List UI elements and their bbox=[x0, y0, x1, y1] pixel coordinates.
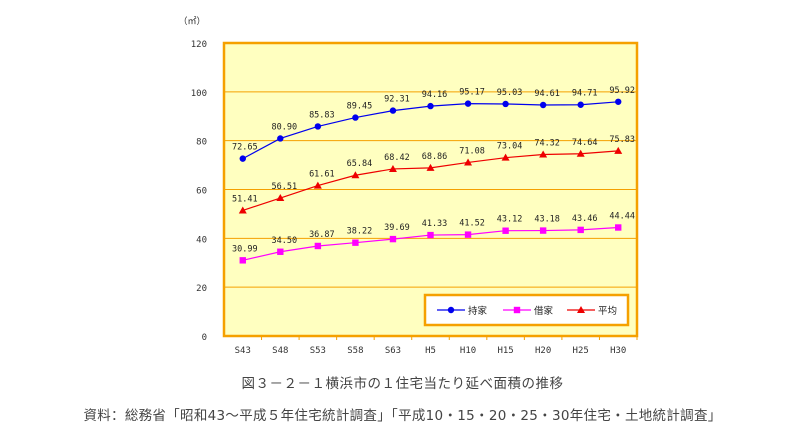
x-tick-label: S53 bbox=[310, 346, 326, 356]
data-label: 34.50 bbox=[272, 236, 298, 246]
data-point bbox=[389, 107, 397, 114]
data-point bbox=[239, 257, 246, 264]
data-point bbox=[351, 171, 360, 179]
data-point bbox=[501, 153, 510, 161]
data-label: 74.64 bbox=[572, 138, 598, 148]
x-tick-label: H25 bbox=[573, 346, 589, 356]
data-label: 39.69 bbox=[384, 223, 410, 233]
data-label: 89.45 bbox=[347, 102, 373, 112]
data-point bbox=[615, 224, 622, 231]
data-point bbox=[577, 226, 584, 234]
data-label: 56.51 bbox=[272, 182, 298, 192]
line-chart: 0 20 40 60 80 100 120 （㎡） S43 S48 S53 S58 S63 H5 H10 H1… bbox=[178, 16, 639, 356]
data-label: 43.12 bbox=[497, 215, 523, 225]
plot-frame bbox=[222, 41, 639, 338]
legend-label: 持家 bbox=[468, 305, 488, 317]
data-label: 61.61 bbox=[309, 170, 335, 180]
data-label: 95.03 bbox=[497, 88, 523, 98]
figure-title: 図３－２－１横浜市の１住宅当たり延べ面積の推移 bbox=[241, 376, 564, 392]
x-tick-label: H20 bbox=[535, 346, 551, 356]
data-label: 41.52 bbox=[459, 219, 485, 229]
y-tick-label: 20 bbox=[196, 284, 207, 294]
x-tick-label: H30 bbox=[610, 346, 626, 356]
data-label: 41.33 bbox=[422, 219, 448, 229]
data-label: 94.16 bbox=[422, 90, 448, 100]
source-note: 資料：総務省「昭和43～平成５年住宅統計調査」「平成10・15・20・25・30… bbox=[83, 408, 722, 424]
data-label: 94.71 bbox=[572, 89, 598, 99]
data-label: 51.41 bbox=[232, 194, 258, 204]
y-tick-label: 60 bbox=[196, 187, 207, 197]
data-point bbox=[615, 98, 622, 105]
data-label: 73.04 bbox=[497, 142, 523, 152]
legend-marker bbox=[577, 306, 585, 313]
data-point bbox=[276, 194, 285, 202]
data-point bbox=[314, 123, 322, 130]
data-point bbox=[539, 227, 547, 234]
data-point bbox=[277, 135, 284, 142]
y-unit-label: （㎡） bbox=[178, 16, 205, 27]
data-label: 44.44 bbox=[609, 211, 635, 221]
x-tick-label: S48 bbox=[272, 346, 288, 356]
data-label: 38.22 bbox=[347, 227, 373, 237]
data-point bbox=[352, 114, 359, 121]
x-tick-label: S63 bbox=[385, 346, 401, 356]
data-label: 85.83 bbox=[309, 110, 335, 120]
legend-marker bbox=[513, 306, 521, 314]
data-point bbox=[576, 149, 585, 157]
data-label: 30.99 bbox=[232, 244, 258, 254]
data-point bbox=[427, 231, 434, 239]
data-point bbox=[239, 155, 246, 162]
data-point bbox=[502, 100, 509, 108]
data-point bbox=[389, 235, 397, 243]
data-label: 74.32 bbox=[534, 139, 560, 149]
legend-label: 借家 bbox=[534, 305, 554, 317]
data-point bbox=[427, 102, 434, 110]
x-tick-label: H5 bbox=[425, 346, 436, 356]
data-label: 95.92 bbox=[609, 86, 635, 96]
data-point bbox=[313, 181, 322, 189]
x-tick-label: S58 bbox=[347, 346, 363, 356]
data-point bbox=[277, 248, 284, 255]
x-tick-label: S43 bbox=[235, 346, 251, 356]
data-label: 43.46 bbox=[572, 214, 598, 224]
data-point bbox=[388, 164, 397, 172]
legend-marker bbox=[447, 306, 455, 314]
data-label: 68.42 bbox=[384, 153, 410, 163]
y-tick-label: 0 bbox=[202, 333, 207, 343]
data-point bbox=[614, 146, 623, 154]
x-tick-label: H10 bbox=[460, 346, 476, 356]
data-point bbox=[464, 231, 472, 238]
data-point bbox=[539, 101, 547, 109]
y-tick-label: 120 bbox=[191, 40, 207, 50]
data-label: 75.83 bbox=[609, 135, 635, 145]
data-label: 80.90 bbox=[272, 122, 298, 132]
data-point bbox=[577, 101, 584, 108]
data-point bbox=[502, 227, 509, 234]
data-point bbox=[426, 163, 435, 171]
data-label: 94.61 bbox=[534, 89, 560, 99]
data-label: 65.84 bbox=[347, 159, 373, 169]
data-point bbox=[352, 239, 359, 246]
data-label: 43.18 bbox=[534, 215, 560, 225]
y-tick-label: 100 bbox=[191, 89, 207, 99]
data-label: 95.17 bbox=[459, 88, 485, 98]
y-tick-label: 40 bbox=[196, 235, 207, 245]
data-point bbox=[464, 100, 472, 107]
legend-label: 平均 bbox=[598, 305, 617, 317]
data-point bbox=[464, 158, 473, 166]
data-label: 71.08 bbox=[459, 146, 485, 156]
data-point bbox=[314, 242, 322, 250]
y-tick-label: 80 bbox=[196, 138, 207, 148]
data-label: 72.65 bbox=[232, 143, 258, 153]
data-label: 36.87 bbox=[309, 230, 335, 240]
data-label: 68.86 bbox=[422, 152, 448, 162]
data-label: 92.31 bbox=[384, 95, 410, 105]
data-point bbox=[539, 150, 548, 158]
data-point bbox=[238, 206, 247, 214]
x-tick-label: H15 bbox=[497, 346, 513, 356]
